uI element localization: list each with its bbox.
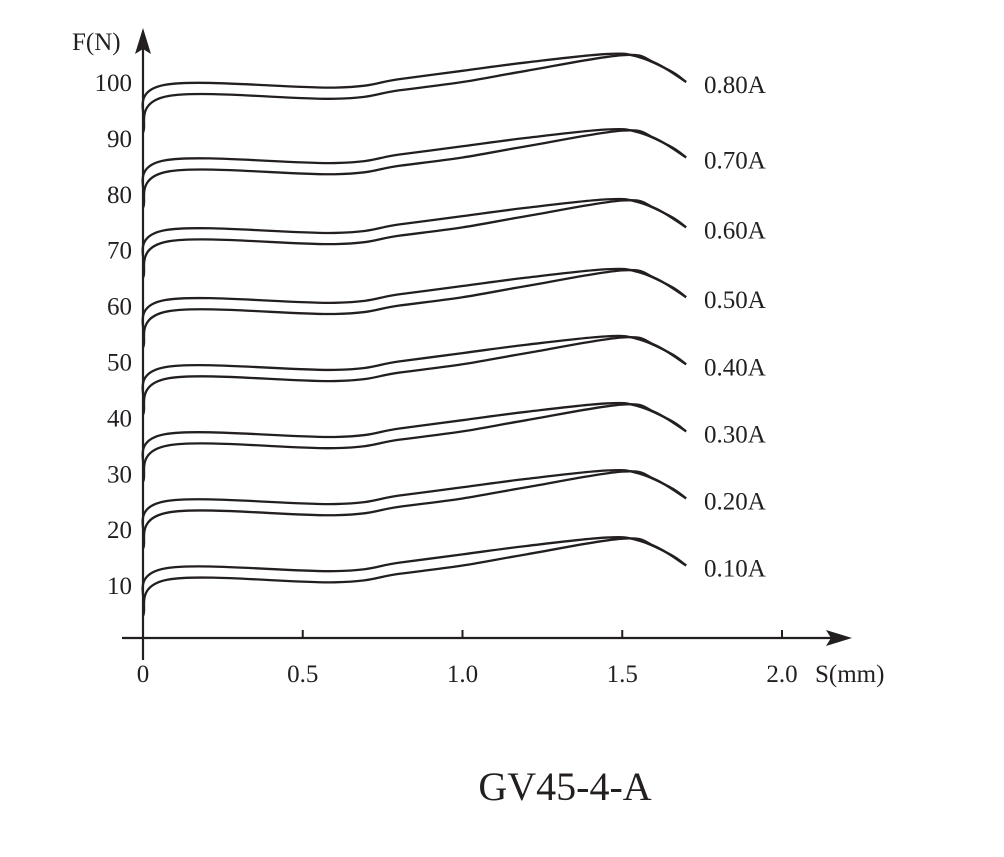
x-tick-label: 0.5 [287, 661, 318, 688]
y-tick-label: 100 [95, 70, 133, 97]
y-tick-label: 90 [107, 126, 132, 153]
y-tick-label: 70 [107, 238, 132, 265]
x-axis-arrow-icon [826, 630, 852, 646]
curve-lower-0.20A [141, 470, 687, 550]
curve-lower-0.70A [141, 129, 687, 209]
series-label: 0.20A [704, 488, 766, 515]
chart-title: GV45-4-A [478, 764, 651, 809]
series-label: 0.60A [704, 217, 766, 244]
curves [141, 52, 687, 617]
y-axis-arrow-icon [135, 28, 151, 54]
x-axis-label: S(mm) [815, 661, 884, 688]
curve-lower-0.30A [141, 403, 687, 483]
y-tick-label: 80 [107, 182, 132, 209]
series-label: 0.80A [704, 72, 766, 99]
curve-lower-0.60A [141, 199, 687, 279]
series-label: 0.70A [704, 147, 766, 174]
series-label: 0.10A [704, 556, 766, 583]
x-tick-label: 1.0 [447, 661, 478, 688]
series-label: 0.30A [704, 421, 766, 448]
x-tick-label: 1.5 [607, 661, 638, 688]
curve-lower-0.50A [141, 268, 687, 349]
curve-lower-0.80A [141, 53, 687, 133]
axes: 0 0.5 1.0 1.5 2.0 10 20 30 40 50 60 70 80 90 100 [95, 28, 852, 688]
series-labels: 0.80A 0.70A 0.60A 0.50A 0.40A 0.30A 0.20A 0.10A [704, 72, 766, 583]
y-tick-label: 10 [107, 573, 132, 600]
x-tick-label: 0 [137, 661, 150, 688]
x-tick-label: 2.0 [766, 661, 797, 688]
y-tick-label: 50 [107, 350, 132, 377]
y-axis-label: F(N) [72, 29, 121, 56]
y-tick-label: 40 [107, 405, 132, 432]
y-tick-label: 30 [107, 461, 132, 488]
y-tick-label: 60 [107, 294, 132, 321]
series-label: 0.50A [704, 287, 766, 314]
series-label: 0.40A [704, 354, 766, 381]
curve-lower-0.40A [141, 335, 687, 416]
curve-lower-0.10A [141, 537, 687, 617]
y-tick-label: 20 [107, 517, 132, 544]
